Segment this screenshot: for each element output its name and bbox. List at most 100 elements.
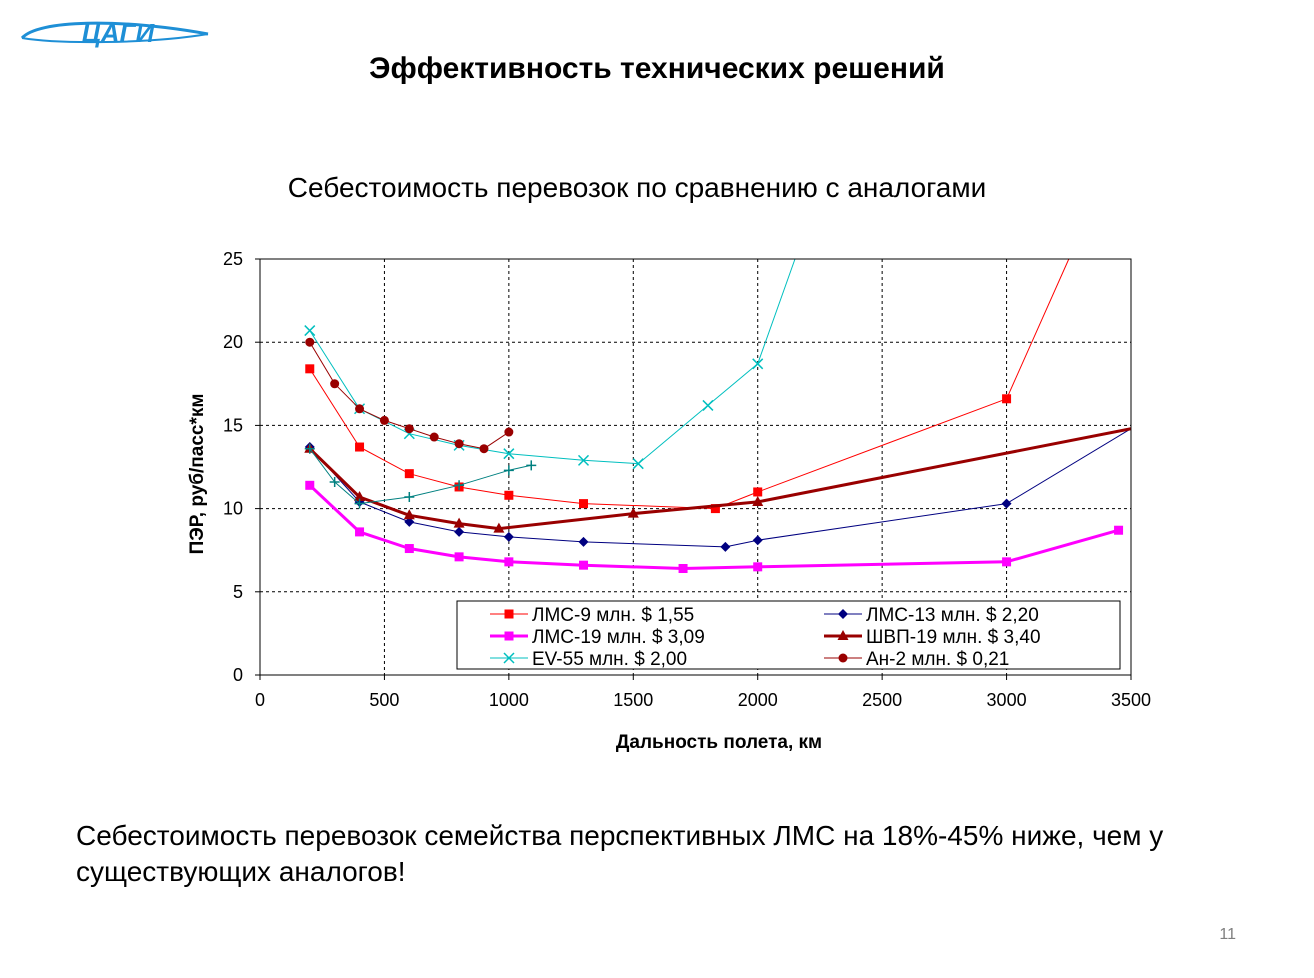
series-layer: [304, 259, 1131, 574]
data-point: [305, 337, 315, 347]
data-point: [493, 522, 505, 533]
page-number: 11: [1219, 926, 1236, 943]
y-tick-label: 20: [223, 332, 243, 352]
series-line: [308, 427, 1131, 531]
chart-title: Себестоимость перевозок по сравнению с а…: [287, 172, 987, 203]
data-point: [753, 487, 763, 497]
data-point: [1001, 498, 1012, 509]
data-point: [504, 427, 514, 437]
legend-label: ЛМС-13 млн. $ 2,20: [866, 605, 1039, 626]
data-point: [404, 516, 415, 527]
data-point: [403, 509, 415, 520]
series-line: [309, 428, 1131, 548]
series-line: [309, 259, 796, 465]
series-3: [305, 480, 1124, 574]
legend-entry: Ан-2 млн. $ 0,21: [824, 649, 1009, 670]
data-point: [1002, 557, 1012, 567]
data-point: [454, 480, 465, 491]
data-point: [577, 454, 590, 466]
data-point: [678, 564, 688, 574]
x-axis-label: Дальность полета, км: [616, 732, 822, 753]
data-point: [453, 517, 465, 528]
series-1: [305, 259, 1070, 514]
data-point: [454, 439, 464, 449]
footnote: Себестоимость перевозок семейства перспе…: [76, 820, 1164, 887]
data-point: [379, 415, 389, 425]
tsagi-logo: ЦАГИ: [20, 18, 209, 48]
data-point: [404, 544, 414, 554]
logo-text: ЦАГИ: [82, 18, 156, 48]
data-point: [503, 448, 515, 460]
data-point: [304, 443, 315, 454]
chart-legend: ЛМС-9 млн. $ 1,55 ЛМС-13 млн. $ 2,20 ЛМС-1…: [456, 600, 1121, 670]
series-4: [304, 427, 1131, 533]
data-point: [752, 535, 763, 546]
y-tick-label: 0: [233, 665, 243, 685]
legend-marker: [838, 609, 848, 619]
y-tick-label: 15: [223, 415, 243, 435]
series-line: [309, 448, 532, 505]
data-point: [354, 490, 366, 501]
data-point: [752, 495, 764, 506]
data-point: [579, 560, 589, 570]
series-5: [304, 259, 796, 470]
data-point: [329, 476, 340, 487]
legend-marker: [838, 653, 848, 663]
x-tick-label: 1000: [489, 690, 529, 710]
chart-grid: [260, 259, 1131, 675]
legend-entry: EV-55 млн. $ 2,00: [490, 649, 687, 670]
data-point: [752, 358, 764, 370]
legend-marker: [503, 652, 515, 664]
data-point: [702, 399, 714, 411]
data-point: [627, 507, 639, 518]
data-point: [404, 491, 415, 502]
series-6: [305, 337, 514, 454]
x-tick-label: 3500: [1111, 690, 1151, 710]
data-point: [1114, 525, 1124, 535]
series-7: [304, 443, 537, 509]
series-line: [308, 484, 1120, 570]
logo-swoosh-top: [20, 21, 209, 40]
data-point: [632, 458, 644, 470]
legend-entry: ЛМС-19 млн. $ 3,09: [490, 627, 705, 648]
legend-entry: ШВП-19 млн. $ 3,40: [824, 627, 1041, 648]
y-tick-label: 5: [233, 582, 243, 602]
y-axis-label: ПЭР, руб/пасс*км: [187, 394, 208, 555]
data-point: [503, 531, 514, 542]
legend-entry: ЛМС-9 млн. $ 1,55: [490, 605, 694, 626]
data-point: [355, 527, 365, 537]
x-tick-label: 0: [255, 690, 265, 710]
data-point: [429, 432, 439, 442]
data-point: [710, 504, 720, 514]
legend-marker: [837, 630, 849, 640]
slide-title: Эффективность технических решений: [369, 52, 945, 85]
data-point: [454, 552, 464, 562]
axis-ticks: 0 5 10 15 20 25 0 500 1000 1500 2000 2500 3000 3500: [223, 249, 1151, 710]
legend-label: Ан-2 млн. $ 0,21: [866, 649, 1009, 670]
data-point: [504, 557, 514, 567]
data-point: [503, 465, 514, 476]
y-tick-label: 25: [223, 249, 243, 269]
data-point: [404, 424, 414, 434]
data-point: [330, 379, 340, 389]
data-point: [1002, 394, 1012, 404]
x-tick-label: 2000: [738, 690, 778, 710]
legend-marker: [504, 631, 514, 641]
data-point: [720, 541, 731, 552]
legend-label: EV-55 млн. $ 2,00: [532, 649, 687, 670]
legend-label: ШВП-19 млн. $ 3,40: [866, 627, 1041, 648]
data-point: [753, 562, 763, 572]
data-point: [504, 490, 514, 500]
data-point: [355, 442, 365, 452]
data-point: [304, 325, 316, 337]
data-point: [354, 498, 365, 509]
legend-label: ЛМС-19 млн. $ 3,09: [532, 627, 705, 648]
data-point: [579, 499, 589, 509]
data-point: [479, 444, 489, 454]
legend-marker: [504, 609, 514, 619]
x-tick-label: 500: [369, 690, 399, 710]
legend-entry: ЛМС-13 млн. $ 2,20: [824, 605, 1039, 626]
y-tick-label: 10: [223, 499, 243, 519]
data-point: [355, 404, 365, 414]
x-tick-label: 3000: [987, 690, 1027, 710]
